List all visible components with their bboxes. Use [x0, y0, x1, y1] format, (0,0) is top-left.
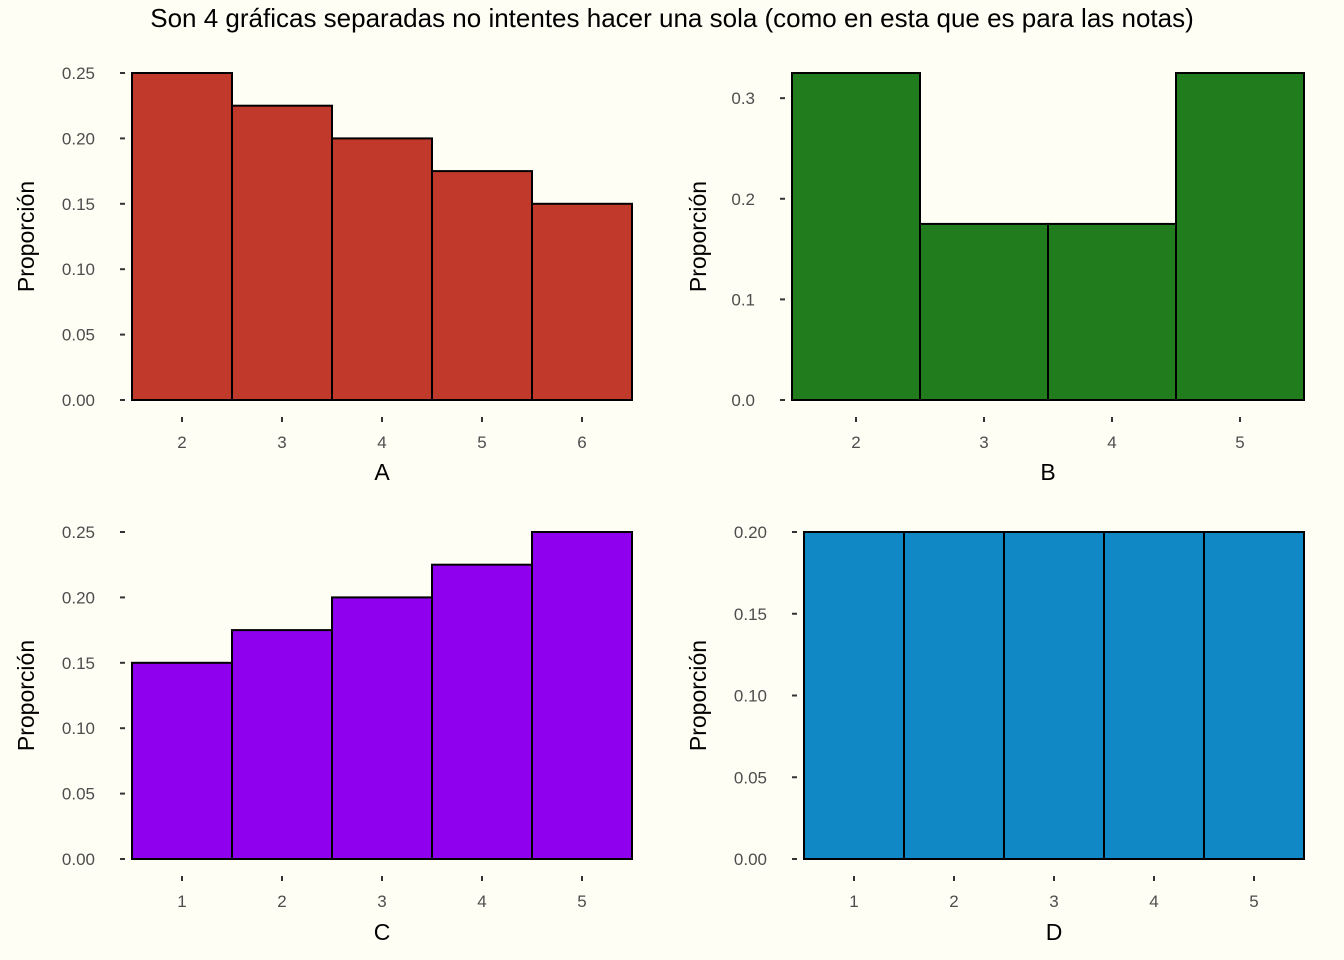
bar-2	[791, 72, 921, 401]
x-tick-label: 4	[1107, 433, 1116, 452]
bar-1	[131, 661, 233, 860]
x-axis-title: B	[1040, 459, 1055, 485]
bar-3	[1003, 531, 1105, 860]
x-tick-label: 4	[1149, 892, 1158, 911]
page-title: Son 4 gráficas separadas no intentes hac…	[150, 3, 1194, 33]
y-tick-label: 0.15	[62, 195, 95, 214]
x-tick-label: 2	[177, 433, 186, 452]
y-tick-label: 0.15	[734, 605, 767, 624]
y-tick-label: 0.3	[731, 89, 755, 108]
y-tick-label: 0.10	[734, 687, 767, 706]
y-tick-label: 0.2	[731, 190, 755, 209]
bar-5	[1175, 72, 1305, 401]
chart-a: 0.00 0.05 0.10 0.15 0.20 0.25 2 3 4 5 6 A Proporción	[13, 64, 633, 485]
y-axis-title: Proporción	[685, 640, 711, 751]
y-tick-label: 0.05	[62, 326, 95, 345]
bar-4	[431, 563, 533, 860]
y-tick-label: 0.0	[731, 391, 755, 410]
x-tick-label: 3	[1049, 892, 1058, 911]
y-tick-label: 0.05	[734, 768, 767, 787]
bar-2	[231, 629, 333, 860]
bar-4	[331, 137, 433, 401]
y-axis-title: Proporción	[685, 181, 711, 292]
y-axis-title: Proporción	[13, 640, 39, 751]
y-tick-label: 0.20	[62, 129, 95, 148]
x-tick-label: 1	[849, 892, 858, 911]
bar-3	[331, 596, 433, 861]
y-tick-label: 0.20	[62, 588, 95, 607]
y-tick-label: 0.10	[62, 719, 95, 738]
y-tick-label: 0.25	[62, 523, 95, 542]
x-axis-title: C	[374, 919, 391, 945]
x-tick-label: 5	[577, 892, 586, 911]
y-tick-label: 0.25	[62, 64, 95, 83]
x-tick-label: 2	[851, 433, 860, 452]
chart-b: 0.0 0.1 0.2 0.3 2 3 4 5 B Proporción	[685, 72, 1305, 485]
x-tick-label: 3	[979, 433, 988, 452]
y-tick-label: 0.00	[62, 850, 95, 869]
chart-c: 0.00 0.05 0.10 0.15 0.20 0.25 1 2 3 4 5 C Proporción	[13, 523, 633, 945]
bar-4	[1047, 222, 1177, 401]
bar-5	[1203, 531, 1305, 860]
y-tick-label: 0.15	[62, 654, 95, 673]
x-tick-label: 4	[477, 892, 486, 911]
y-tick-label: 0.00	[62, 391, 95, 410]
chart-d: 0.00 0.05 0.10 0.15 0.20 1 2 3 4 5 D Proporción	[685, 523, 1305, 945]
bar-5	[531, 531, 633, 860]
y-tick-label: 0.05	[62, 785, 95, 804]
x-tick-label: 5	[477, 433, 486, 452]
y-tick-label: 0.20	[734, 523, 767, 542]
x-tick-label: 3	[277, 433, 286, 452]
bar-6	[531, 202, 633, 401]
y-tick-label: 0.1	[731, 290, 755, 309]
x-tick-label: 4	[377, 433, 386, 452]
bar-4	[1103, 531, 1205, 860]
bar-2	[131, 72, 233, 401]
x-tick-label: 5	[1249, 892, 1258, 911]
y-axis-title: Proporción	[13, 181, 39, 292]
bar-3	[919, 222, 1049, 401]
x-tick-label: 3	[377, 892, 386, 911]
x-tick-label: 2	[277, 892, 286, 911]
x-axis-title: A	[374, 459, 390, 485]
x-tick-label: 1	[177, 892, 186, 911]
y-tick-label: 0.10	[62, 260, 95, 279]
x-tick-label: 6	[577, 433, 586, 452]
x-tick-label: 5	[1235, 433, 1244, 452]
y-tick-label: 0.00	[734, 850, 767, 869]
bar-5	[431, 170, 533, 401]
x-tick-label: 2	[949, 892, 958, 911]
bar-1	[803, 531, 905, 860]
bar-2	[903, 531, 1005, 860]
bar-3	[231, 104, 333, 401]
x-axis-title: D	[1046, 919, 1063, 945]
